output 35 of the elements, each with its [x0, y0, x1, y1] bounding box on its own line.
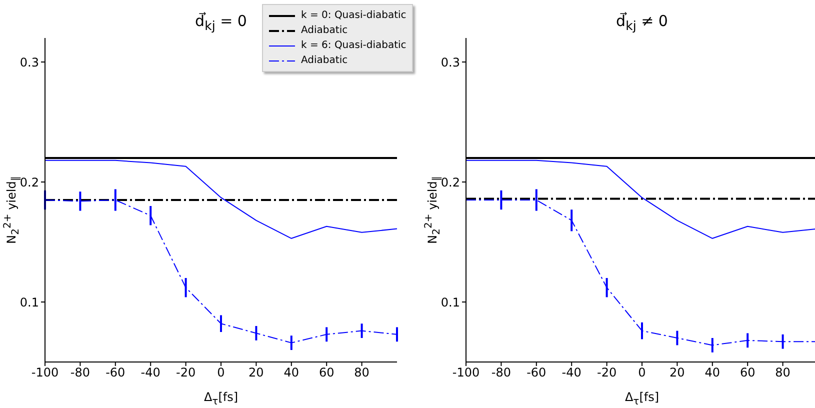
legend-label: Adiabatic — [301, 55, 348, 66]
x-tick-label: -20 — [176, 366, 196, 380]
x-tick-label: -100 — [31, 366, 59, 380]
x-tick-label: 0 — [217, 366, 225, 380]
legend-label: k = 0: Quasi-diabatic — [301, 10, 406, 21]
x-tick-label: 40 — [284, 366, 300, 380]
x-tick-label: -40 — [562, 366, 582, 380]
y-tick-label: 0.2 — [20, 175, 39, 190]
x-axis-title: Δ$_{τ}$[fs] — [624, 390, 660, 408]
x-tick-label: 80 — [354, 366, 370, 380]
x-tick-label: -80 — [491, 366, 512, 380]
y-tick-label: 0.1 — [20, 295, 39, 310]
y-tick-label: 0.1 — [440, 295, 460, 310]
y-tick-label: 0.2 — [440, 175, 460, 190]
legend-label: k = 6: Quasi-diabatic — [301, 40, 406, 51]
y-tick-label: 0.3 — [440, 55, 460, 70]
x-tick-label: 20 — [248, 366, 264, 380]
x-tick-label: -40 — [140, 366, 160, 380]
chart-title: d⃗$_{kj}$ ≠ 0 — [615, 12, 669, 33]
x-tick-label: -100 — [452, 366, 480, 380]
y-tick-label: 0.3 — [20, 55, 39, 70]
legend-label: Adiabatic — [301, 25, 348, 36]
x-tick-label: -20 — [596, 366, 617, 380]
x-tick-label: 40 — [704, 366, 720, 380]
line-series — [44, 160, 398, 239]
x-tick-label: -60 — [526, 366, 546, 380]
x-tick-label: 60 — [318, 366, 334, 380]
chart-title: d⃗$_{kj}$ = 0 — [195, 12, 247, 33]
x-tick-label: 20 — [670, 366, 685, 380]
x-tick-label: -80 — [70, 366, 90, 380]
x-tick-label: -60 — [106, 366, 126, 380]
x-axis-title: Δ$_{τ}$[fs] — [202, 390, 240, 408]
x-tick-label: 80 — [775, 366, 790, 380]
x-tick-label: 0 — [638, 366, 646, 380]
x-tick-label: 60 — [740, 366, 756, 380]
